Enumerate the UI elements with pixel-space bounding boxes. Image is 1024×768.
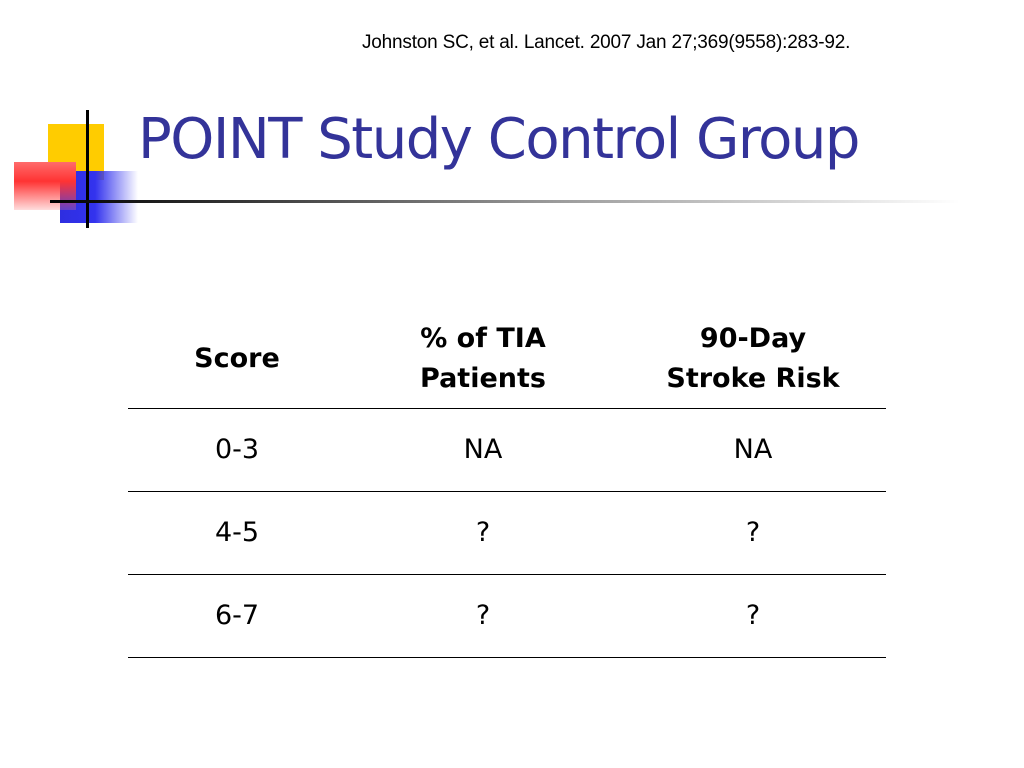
cell-stroke-risk: ?	[745, 600, 761, 631]
cell-stroke-risk: ?	[745, 517, 761, 548]
header-risk-line2: Stroke Risk	[666, 363, 840, 394]
header-tia-patients: % of TIA Patients	[346, 319, 620, 399]
header-tia-line2: Patients	[420, 363, 546, 394]
cell-tia-percent: ?	[475, 600, 491, 631]
table-header-row: Score % of TIA Patients 90-Day Stroke Ri…	[128, 310, 886, 409]
header-risk-line1: 90-Day	[699, 323, 807, 354]
logo-vertical-line	[86, 110, 89, 228]
table-row: 4-5 ? ?	[128, 492, 886, 575]
score-table: Score % of TIA Patients 90-Day Stroke Ri…	[128, 310, 886, 658]
cell-tia-percent: NA	[463, 434, 503, 465]
cell-tia-percent: ?	[475, 517, 491, 548]
table-row: 0-3 NA NA	[128, 409, 886, 492]
cell-score: 6-7	[214, 600, 260, 631]
cell-score: 0-3	[214, 434, 260, 465]
cell-stroke-risk: NA	[733, 434, 773, 465]
citation: Johnston SC, et al. Lancet. 2007 Jan 27;…	[362, 32, 851, 53]
cell-score: 4-5	[214, 517, 260, 548]
header-stroke-risk: 90-Day Stroke Risk	[620, 319, 886, 399]
table-row: 6-7 ? ?	[128, 575, 886, 658]
title-underline	[50, 200, 960, 203]
header-score-label: Score	[194, 343, 280, 374]
header-tia-line1: % of TIA	[420, 323, 546, 354]
slide-title: POINT Study Control Group	[138, 107, 860, 172]
header-score: Score	[128, 339, 346, 379]
